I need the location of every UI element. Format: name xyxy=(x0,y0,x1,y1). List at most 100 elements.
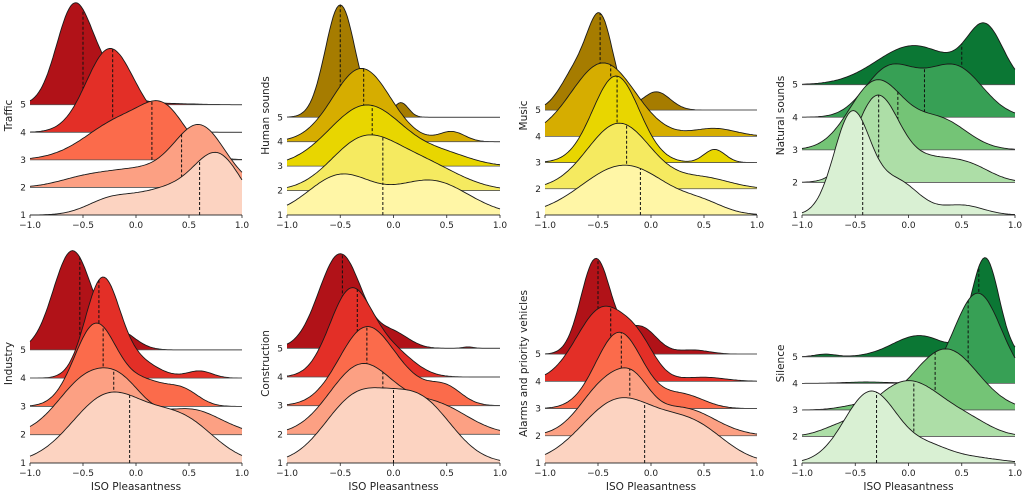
y-tick-label: 4 xyxy=(535,132,541,142)
x-tick-label: −1.0 xyxy=(19,469,41,479)
x-tick-label: 0.0 xyxy=(901,469,916,479)
y-tick-label: 2 xyxy=(20,183,26,193)
ridge-outline-level-5 xyxy=(801,22,1016,85)
y-tick-label: 5 xyxy=(792,353,798,363)
x-tick-label: 1.0 xyxy=(493,469,508,479)
ridge-fill-level-5 xyxy=(287,253,500,349)
y-tick-label: 3 xyxy=(535,405,541,415)
x-tick-label: −1.0 xyxy=(19,221,41,231)
y-tick-label: 1 xyxy=(792,459,798,469)
y-tick-label: 1 xyxy=(277,459,283,469)
ridge-outline-level-2 xyxy=(286,134,501,189)
x-tick-label: 0.0 xyxy=(386,221,401,231)
y-tick-label: 5 xyxy=(20,101,26,111)
x-axis-label: ISO Pleasantness xyxy=(348,481,438,492)
x-tick-label: 0.5 xyxy=(440,469,454,479)
ridge-fill-level-1 xyxy=(287,173,500,215)
ridge-outline-level-3 xyxy=(544,331,757,409)
x-tick-label: −0.5 xyxy=(587,221,609,231)
ridge-fill-level-1 xyxy=(30,152,242,215)
x-tick-label: 0.0 xyxy=(386,469,401,479)
ridge-fill-level-4 xyxy=(30,48,242,133)
y-tick-label: 3 xyxy=(792,146,798,156)
x-tick-label: −1.0 xyxy=(791,469,813,479)
y-tick-label: 2 xyxy=(535,432,541,442)
ridge-outline-level-5 xyxy=(801,257,1016,358)
x-tick-label: 1.0 xyxy=(493,221,508,231)
x-tick-label: 0.0 xyxy=(129,221,144,231)
ridge-outline-level-2 xyxy=(29,367,243,429)
y-tick-label: 3 xyxy=(792,406,798,416)
x-tick-label: 1.0 xyxy=(1008,221,1023,231)
ridge-fill-level-1 xyxy=(545,397,757,463)
ridge-outline-level-3 xyxy=(801,79,1016,150)
ridge-outline-level-3 xyxy=(286,326,501,407)
ridge-outline-level-2 xyxy=(801,380,1016,436)
y-tick-label: 4 xyxy=(277,373,283,383)
y-tick-label: 5 xyxy=(20,346,26,356)
ridge-fill-level-2 xyxy=(545,123,757,189)
y-tick-label: 1 xyxy=(20,211,26,221)
y-tick-label: 4 xyxy=(792,113,798,123)
ridge-outline-level-1 xyxy=(801,390,1016,462)
ridge-outline-level-5 xyxy=(286,253,500,349)
x-tick-label: 0.5 xyxy=(697,469,711,479)
x-tick-label: −0.5 xyxy=(844,469,866,479)
x-tick-label: 0.5 xyxy=(182,469,196,479)
ridge-outline-level-2 xyxy=(544,122,758,188)
x-tick-label: 0.0 xyxy=(901,221,916,231)
y-tick-label: 5 xyxy=(792,81,798,91)
ridge-outline-level-1 xyxy=(286,173,501,210)
y-axis-label: Silence xyxy=(775,345,787,383)
x-tick-label: 1.0 xyxy=(235,469,250,479)
x-tick-label: −0.5 xyxy=(72,221,94,231)
x-tick-label: 0.0 xyxy=(129,469,144,479)
x-tick-label: −0.5 xyxy=(844,221,866,231)
y-tick-label: 2 xyxy=(535,185,541,195)
ridge-outline-level-1 xyxy=(29,391,243,457)
x-tick-label: 0.0 xyxy=(644,221,659,231)
ridge-outline-level-5 xyxy=(544,257,757,355)
ridge-outline-level-3 xyxy=(286,104,501,166)
ridge-outline-level-3 xyxy=(801,348,1016,411)
ridge-outline-level-1 xyxy=(286,387,501,461)
x-tick-label: −0.5 xyxy=(329,221,351,231)
x-tick-label: −1.0 xyxy=(276,469,298,479)
y-tick-label: 4 xyxy=(277,138,283,148)
y-axis-label: Traffic xyxy=(3,100,15,133)
y-axis-label: Industry xyxy=(3,342,15,385)
ridge-fill-level-5 xyxy=(287,4,500,118)
ridge-outline-level-1 xyxy=(544,164,758,215)
x-tick-label: 0.5 xyxy=(697,221,711,231)
x-tick-label: 1.0 xyxy=(750,469,765,479)
ridge-fill-level-1 xyxy=(30,392,242,463)
ridge-outline-level-4 xyxy=(544,305,758,382)
x-tick-label: 0.0 xyxy=(644,469,659,479)
ridge-fill-level-1 xyxy=(545,165,757,215)
y-tick-label: 3 xyxy=(277,402,283,412)
y-tick-label: 5 xyxy=(277,113,283,123)
y-tick-label: 3 xyxy=(535,159,541,169)
ridge-outline-level-2 xyxy=(29,123,243,187)
y-tick-label: 5 xyxy=(535,350,541,360)
y-axis-label: Music xyxy=(518,100,530,130)
y-tick-label: 4 xyxy=(792,379,798,389)
y-tick-label: 3 xyxy=(20,402,26,412)
y-axis-label: Natural sounds xyxy=(775,76,787,155)
y-tick-label: 5 xyxy=(535,106,541,116)
y-tick-label: 4 xyxy=(20,374,26,384)
x-tick-label: 0.5 xyxy=(955,469,969,479)
x-axis-label: ISO Pleasantness xyxy=(863,481,953,492)
ridge-outline-level-3 xyxy=(29,322,242,407)
y-tick-label: 1 xyxy=(535,211,541,221)
y-tick-label: 1 xyxy=(792,211,798,221)
x-tick-label: −0.5 xyxy=(72,469,94,479)
x-tick-label: 1.0 xyxy=(1008,469,1023,479)
ridge-fill-level-1 xyxy=(802,110,1015,215)
ridgeline-panel: −1.0 −0.5 0.0 0.5 1.0 1 2 3 4 5 Natural sounds xyxy=(775,22,1023,231)
ridge-fill-level-3 xyxy=(802,348,1015,410)
ridge-outline-level-4 xyxy=(286,67,500,143)
x-tick-label: −1.0 xyxy=(791,221,813,231)
ridge-fill-level-1 xyxy=(802,391,1015,463)
x-tick-label: 0.5 xyxy=(955,221,969,231)
